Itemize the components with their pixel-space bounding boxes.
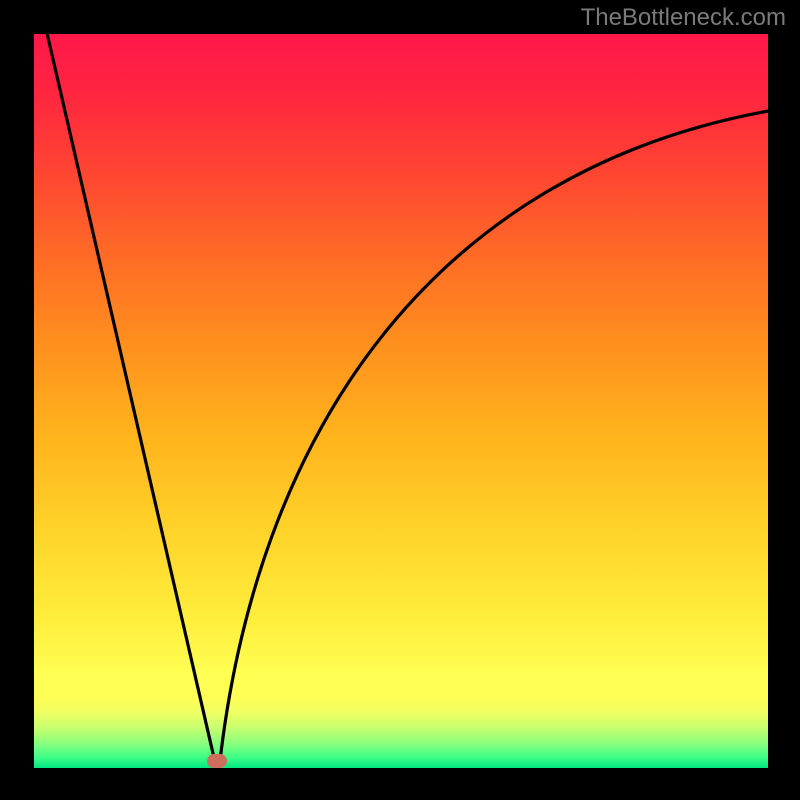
curve-right-branch xyxy=(220,111,768,757)
curve-layer xyxy=(34,34,768,768)
curve-left-branch xyxy=(47,34,214,757)
watermark-text: TheBottleneck.com xyxy=(581,4,786,32)
minimum-marker xyxy=(207,754,227,768)
plot-frame xyxy=(34,34,768,768)
